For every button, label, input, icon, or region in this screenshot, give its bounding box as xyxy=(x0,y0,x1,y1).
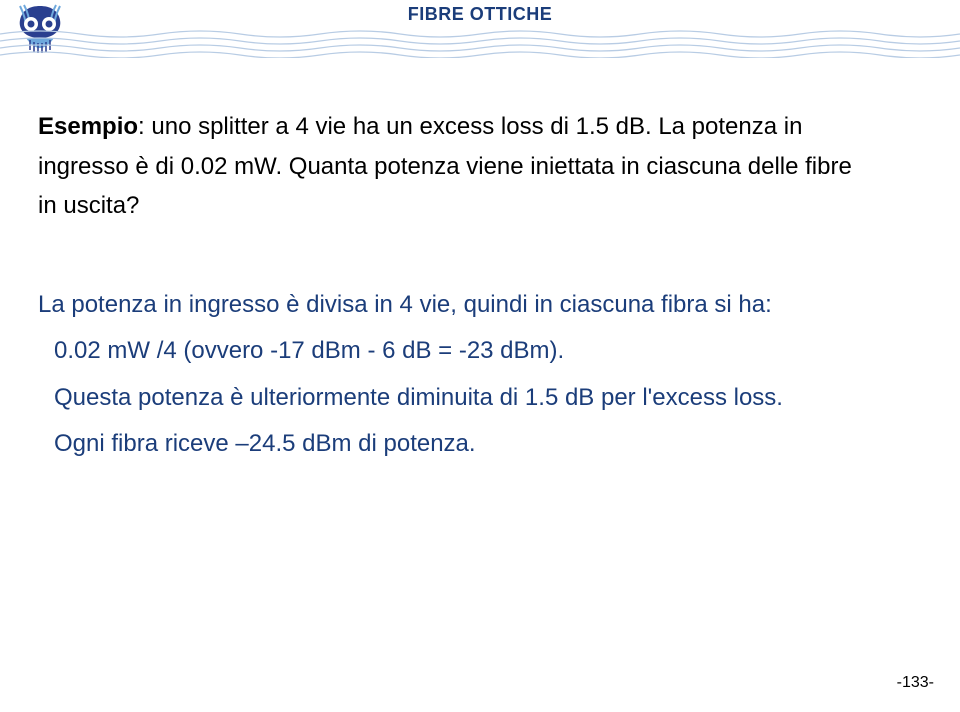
page-number: -133- xyxy=(897,674,934,692)
answer-block: La potenza in ingresso è divisa in 4 vie… xyxy=(38,289,922,461)
slide-page: FIBRE OTTICHE Esempio: uno splitter a 4 … xyxy=(0,0,960,712)
example-line-2: ingresso è di 0.02 mW. Quanta potenza vi… xyxy=(38,150,922,184)
example-label: Esempio xyxy=(38,113,138,140)
slide-header: FIBRE OTTICHE xyxy=(0,0,960,62)
answer-intro: La potenza in ingresso è divisa in 4 vie… xyxy=(38,289,922,321)
example-text-1: : uno splitter a 4 vie ha un excess loss… xyxy=(138,113,802,140)
example-line-3: in uscita? xyxy=(38,189,922,223)
answer-line-2: Questa potenza è ulteriormente diminuita… xyxy=(54,382,922,414)
slide-title: FIBRE OTTICHE xyxy=(0,4,960,25)
example-line-1: Esempio: uno splitter a 4 vie ha un exce… xyxy=(38,110,922,144)
slide-body: Esempio: uno splitter a 4 vie ha un exce… xyxy=(38,110,922,474)
header-wave-decoration xyxy=(0,28,960,58)
answer-line-3: Ogni fibra riceve –24.5 dBm di potenza. xyxy=(54,428,922,460)
answer-line-1: 0.02 mW /4 (ovvero -17 dBm - 6 dB = -23 … xyxy=(54,335,922,367)
answer-list: 0.02 mW /4 (ovvero -17 dBm - 6 dB = -23 … xyxy=(38,335,922,460)
